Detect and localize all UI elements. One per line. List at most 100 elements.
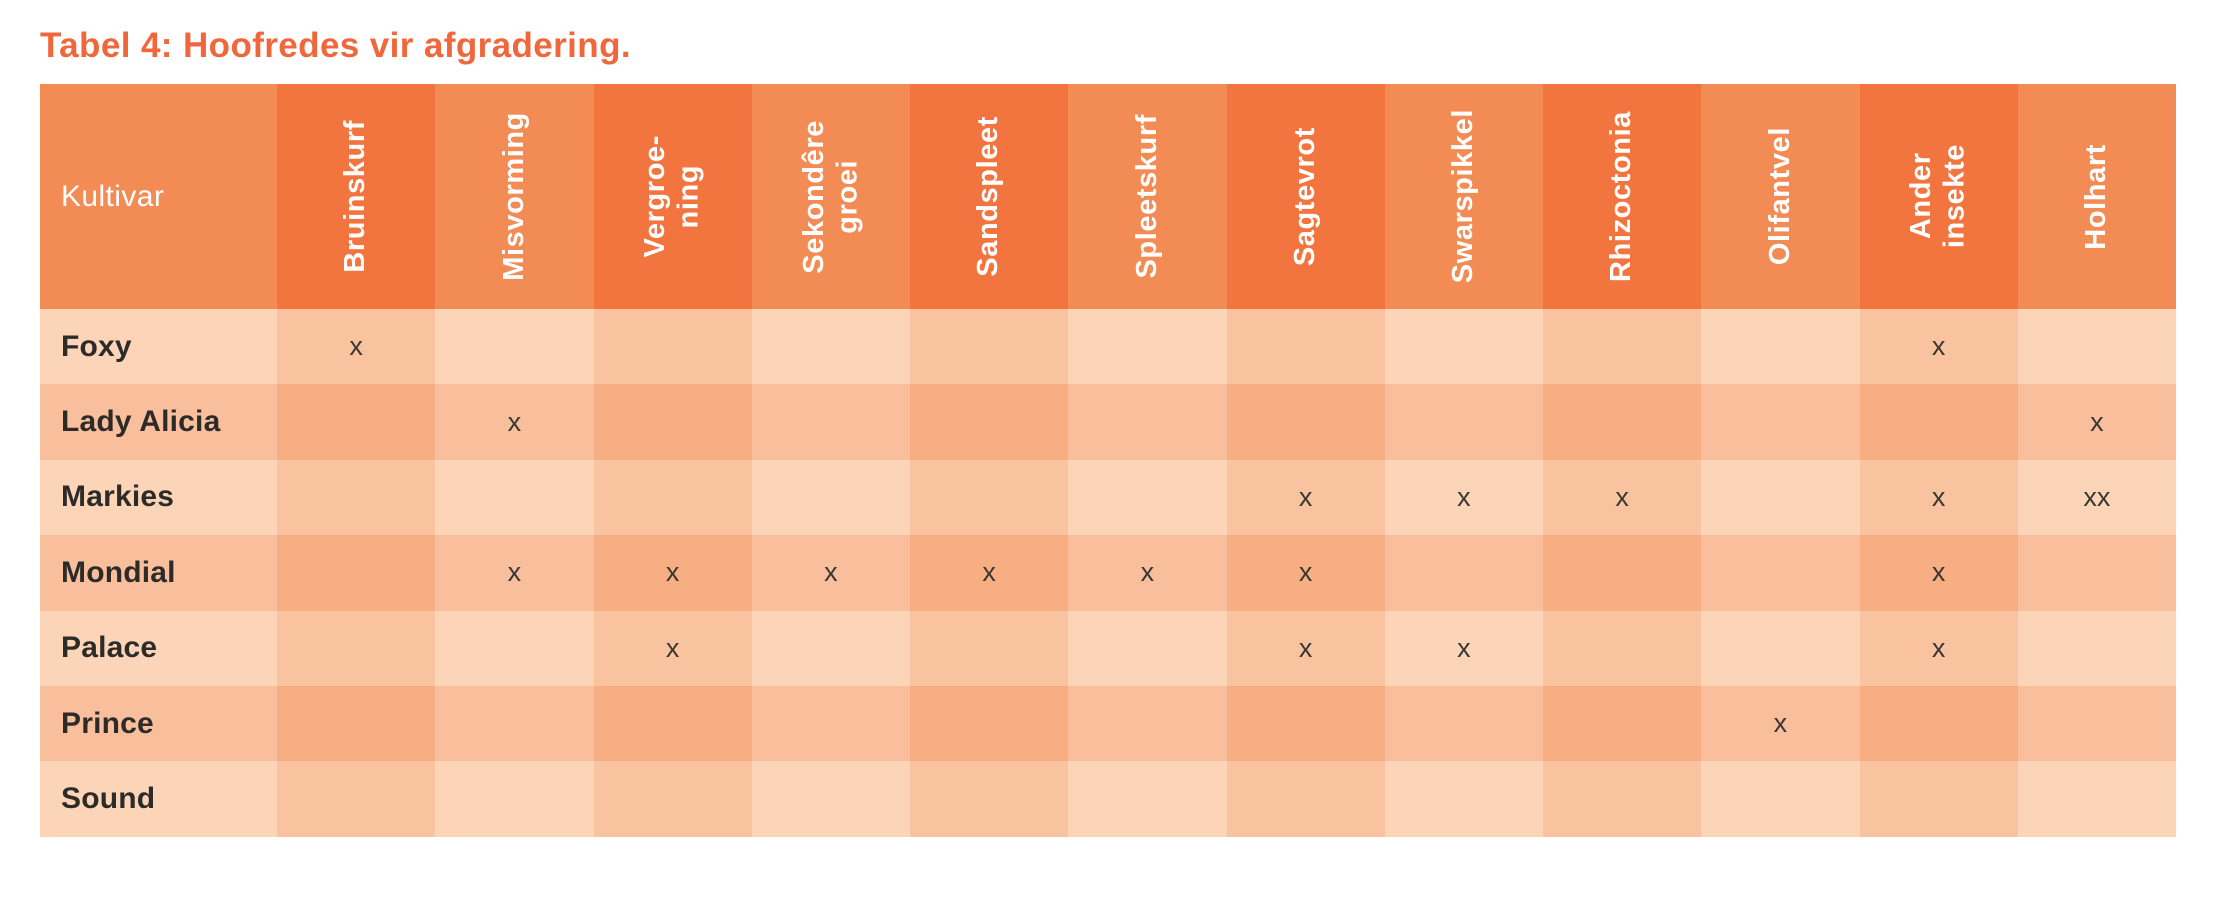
mark-cell	[593, 761, 752, 837]
mark-cell: x	[1226, 535, 1385, 611]
mark-cell: xx	[2017, 459, 2176, 536]
mark-cell	[751, 459, 910, 536]
mark-cell: x	[1543, 459, 1702, 536]
mark-cell: x	[1226, 459, 1385, 536]
mark-cell	[2017, 535, 2176, 611]
column-header-vergroe-ning: Vergroe- ning	[593, 84, 752, 309]
mark-cell: x	[277, 309, 436, 385]
mark-cell-label: x	[982, 557, 996, 588]
mark-cell-label: x	[1773, 708, 1788, 739]
mark-cell-label: x	[1298, 557, 1313, 588]
mark-cell	[1859, 685, 2018, 762]
mark-cell	[277, 685, 436, 762]
column-header-sandspleet-label: Sandspleet	[972, 116, 1005, 277]
mark-cell	[1384, 761, 1543, 837]
mark-cell	[1701, 459, 1860, 536]
column-header-holhart-label: Holhart	[2080, 143, 2113, 250]
mark-cell	[1543, 685, 1702, 762]
mark-cell	[1543, 761, 1702, 837]
column-header-olifantvel: Olifantvel	[1701, 84, 1860, 309]
mark-cell: x	[1701, 685, 1860, 762]
mark-cell-label: x	[507, 557, 522, 588]
mark-cell	[910, 610, 1069, 686]
mark-cell	[2017, 761, 2176, 837]
page-title: Tabel 4: Hoofredes vir afgradering.	[40, 26, 631, 65]
mark-cell	[1384, 309, 1543, 385]
kultivar-header: Kultivar	[40, 84, 277, 309]
mark-cell-label: x	[507, 406, 522, 437]
mark-cell	[2017, 685, 2176, 762]
mark-cell	[435, 610, 594, 686]
mark-cell	[593, 685, 752, 762]
column-header-misvorming: Misvorming	[435, 84, 594, 309]
mark-cell-label: x	[1298, 632, 1313, 663]
mark-cell	[1701, 309, 1860, 385]
mark-cell	[751, 309, 910, 385]
mark-cell	[1068, 685, 1227, 762]
mark-cell	[435, 761, 594, 837]
mark-cell	[593, 459, 752, 536]
row-label-foxy-label: Foxy	[61, 329, 132, 363]
mark-cell	[1226, 384, 1385, 460]
row-label-foxy: Foxy	[40, 309, 277, 385]
column-header-swarspikkel-label: Swarspikkel	[1447, 109, 1480, 284]
mark-cell	[910, 685, 1069, 762]
kultivar-header-label: Kultivar	[61, 179, 165, 213]
row-label-mondial: Mondial	[40, 535, 277, 611]
column-header-ander-insekte: Ander insekte	[1859, 84, 2018, 309]
column-header-ander-insekte-label: Ander insekte	[1905, 144, 1971, 249]
mark-cell	[1068, 610, 1227, 686]
mark-cell	[1068, 309, 1227, 385]
mark-cell	[1226, 761, 1385, 837]
mark-cell-label: x	[1931, 632, 1946, 663]
mark-cell	[277, 761, 436, 837]
row-label-palace-label: Palace	[61, 631, 158, 665]
column-header-rhizoctonia-label: Rhizoctonia	[1605, 111, 1638, 282]
row-label-prince-label: Prince	[61, 706, 154, 740]
mark-cell	[751, 685, 910, 762]
mark-cell	[1384, 384, 1543, 460]
mark-cell	[1701, 610, 1860, 686]
afgradering-table: Kultivar Bruinskurf Misvorming Vergroe- nin…	[40, 84, 2176, 837]
mark-cell: x	[2017, 384, 2176, 460]
column-header-spleetskurf-label: Spleetskurf	[1130, 114, 1163, 279]
mark-cell-label: x	[665, 557, 680, 588]
mark-cell	[1068, 459, 1227, 536]
column-header-holhart: Holhart	[2017, 84, 2176, 309]
mark-cell-label: x	[2090, 406, 2104, 437]
column-header-rhizoctonia: Rhizoctonia	[1543, 84, 1702, 309]
mark-cell	[751, 610, 910, 686]
mark-cell	[751, 761, 910, 837]
mark-cell: x	[751, 535, 910, 611]
mark-cell: x	[1384, 459, 1543, 536]
mark-cell	[1859, 761, 2018, 837]
mark-cell-label: x	[349, 331, 363, 362]
mark-cell	[593, 309, 752, 385]
row-label-lady-alicia-label: Lady Alicia	[61, 405, 221, 439]
mark-cell: x	[1859, 610, 2018, 686]
mark-cell	[1859, 384, 2018, 460]
column-header-bruinskurf-label: Bruinskurf	[339, 120, 372, 273]
column-header-misvorming-label: Misvorming	[497, 112, 530, 281]
mark-cell	[435, 459, 594, 536]
mark-cell: x	[1068, 535, 1227, 611]
mark-cell	[1543, 384, 1702, 460]
column-header-sandspleet: Sandspleet	[910, 84, 1069, 309]
mark-cell: x	[435, 384, 594, 460]
mark-cell-label: x	[1140, 557, 1155, 588]
row-label-lady-alicia: Lady Alicia	[40, 384, 277, 460]
mark-cell	[593, 384, 752, 460]
mark-cell	[1543, 610, 1702, 686]
mark-cell-label: x	[1931, 557, 1946, 588]
row-label-sound: Sound	[40, 761, 277, 837]
mark-cell: x	[1384, 610, 1543, 686]
row-label-sound-label: Sound	[61, 782, 156, 816]
column-header-olifantvel-label: Olifantvel	[1763, 127, 1796, 266]
column-header-sagtevrot-label: Sagtevrot	[1288, 126, 1321, 267]
row-label-palace: Palace	[40, 610, 277, 686]
row-label-markies: Markies	[40, 459, 277, 536]
column-header-sagtevrot: Sagtevrot	[1226, 84, 1385, 309]
mark-cell	[1226, 685, 1385, 762]
mark-cell: x	[1226, 610, 1385, 686]
column-header-swarspikkel: Swarspikkel	[1384, 84, 1543, 309]
